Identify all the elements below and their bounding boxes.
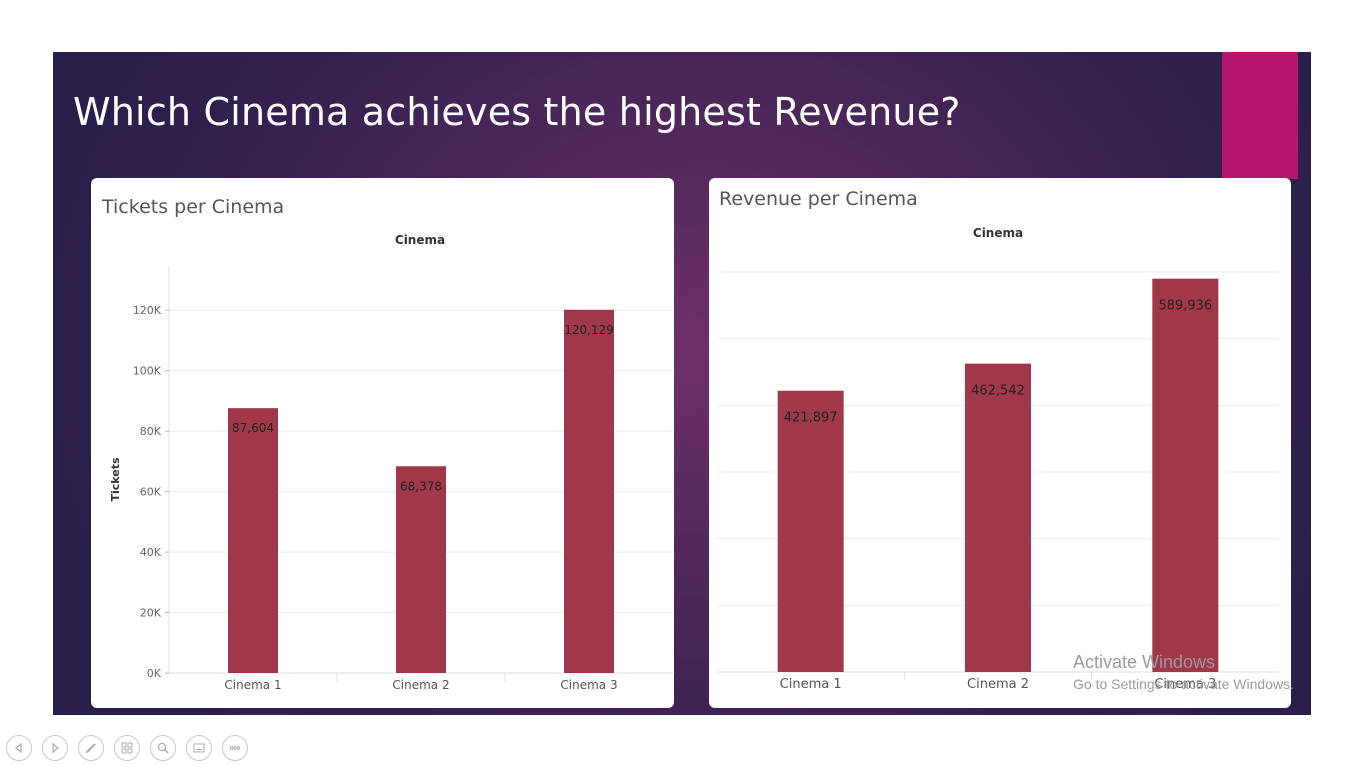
tickets-chart-title: Tickets per Cinema [102, 196, 285, 218]
slides-icon[interactable] [114, 735, 140, 761]
y-axis-label: Tickets [109, 457, 122, 502]
x-tick-label: Cinema 2 [392, 678, 449, 692]
data-label: 589,936 [1158, 299, 1212, 314]
data-label: 87,604 [232, 421, 274, 435]
bar [228, 408, 278, 673]
slide: Which Cinema achieves the highest Revenu… [53, 52, 1311, 715]
data-label: 120,129 [564, 323, 614, 337]
x-tick-label: Cinema 2 [967, 677, 1029, 692]
activate-windows-title: Activate Windows [1073, 652, 1216, 672]
revenue-chart: Cinema 421,897 Cinema 1 462,542 Cinema 2 589,… [717, 226, 1279, 692]
pen-icon[interactable] [78, 735, 104, 761]
y-tick-label: 100K [133, 365, 162, 378]
x-tick-label: Cinema 3 [560, 678, 617, 692]
x-tick-label: Cinema 1 [224, 678, 281, 692]
y-tick-label: 120K [133, 304, 162, 317]
activate-windows-subtitle: Go to Settings to activate Windows. [1073, 676, 1294, 692]
slide-title: Which Cinema achieves the highest Revenu… [73, 90, 961, 134]
slideshow-toolbar [6, 735, 248, 761]
subtitles-icon[interactable] [186, 735, 212, 761]
previous-icon[interactable] [6, 735, 32, 761]
revenue-chart-title: Revenue per Cinema [719, 188, 918, 210]
tickets-chart-card: Tickets per Cinema Cinema 0K 20K 40K 60K 80K 1… [91, 178, 674, 708]
chart-header: Cinema [973, 226, 1023, 240]
x-tick-label: Cinema 3 [1154, 677, 1216, 692]
data-label: 462,542 [971, 384, 1025, 399]
more-icon[interactable] [222, 735, 248, 761]
next-icon[interactable] [42, 735, 68, 761]
y-tick-label: 40K [140, 546, 162, 559]
bar [564, 309, 614, 673]
x-tick-label: Cinema 1 [780, 677, 842, 692]
data-label: 68,378 [400, 479, 442, 493]
tickets-chart: Cinema 0K 20K 40K 60K 80K 100K 120K Tickets 87,60… [109, 233, 673, 692]
data-label: 421,897 [784, 411, 838, 426]
zoom-icon[interactable] [150, 735, 176, 761]
y-tick-label: 80K [140, 425, 162, 438]
chart-header: Cinema [395, 233, 445, 247]
accent-bar [1222, 52, 1298, 179]
bar [1152, 278, 1219, 672]
y-tick-label: 20K [140, 607, 162, 620]
bar [396, 466, 446, 673]
bar [965, 363, 1031, 672]
y-tick-label: 0K [147, 667, 162, 680]
revenue-chart-card: Revenue per Cinema Cinema 421,897 Cinema 1… [709, 178, 1291, 708]
bar [777, 390, 844, 672]
y-tick-label: 60K [140, 486, 162, 499]
